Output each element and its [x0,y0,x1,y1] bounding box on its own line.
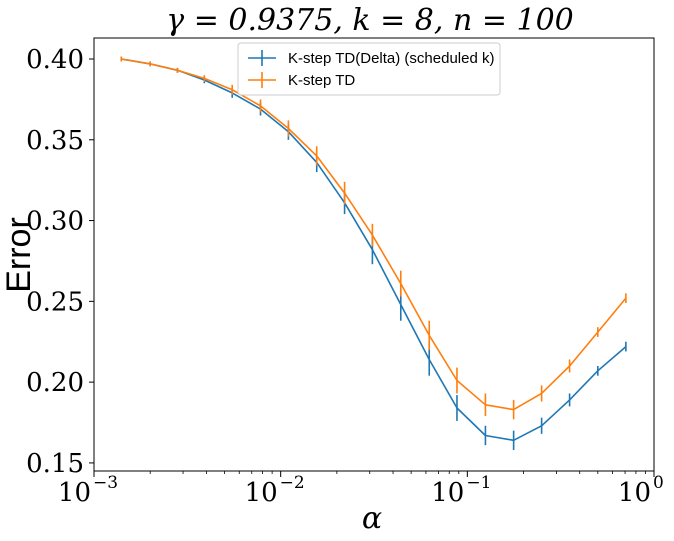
legend-box [237,42,501,96]
series-2 [120,56,627,420]
y-tick-label: 0.15 [26,449,84,479]
legend: K-step TD(Delta) (scheduled k) K-step TD [237,42,501,96]
plot-frame [93,37,655,472]
x-axis-ticks: 10 −3 10 −2 10 −1 10 0 [58,471,664,508]
x-tick-label: 10 [245,478,278,508]
x-tick-label: 10 [431,478,464,508]
y-tick-label: 0.35 [26,126,84,156]
y-tick-label: 0.40 [26,45,84,75]
legend-label: K-step TD(Delta) (scheduled k) [288,50,494,67]
x-tick-label: 10 [618,478,651,508]
x-tick-exponent: −1 [466,473,491,493]
x-tick-exponent: −3 [93,473,118,493]
x-tick-label: 10 [58,478,91,508]
y-tick-label: 0.25 [26,287,84,317]
y-axis-label: Error [0,217,38,293]
y-tick-label: 0.20 [26,368,84,398]
series-layer [120,56,627,450]
y-tick-label: 0.30 [26,207,84,237]
legend-label: K-step TD [288,72,355,89]
x-axis-label: α [362,501,382,536]
x-tick-exponent: −2 [280,473,305,493]
y-axis-ticks: 0.15 0.20 0.25 0.30 0.35 0.40 [26,45,94,479]
chart-title: γ = 0.9375, k = 8, n = 100 [166,3,574,38]
x-tick-exponent: 0 [653,473,664,493]
